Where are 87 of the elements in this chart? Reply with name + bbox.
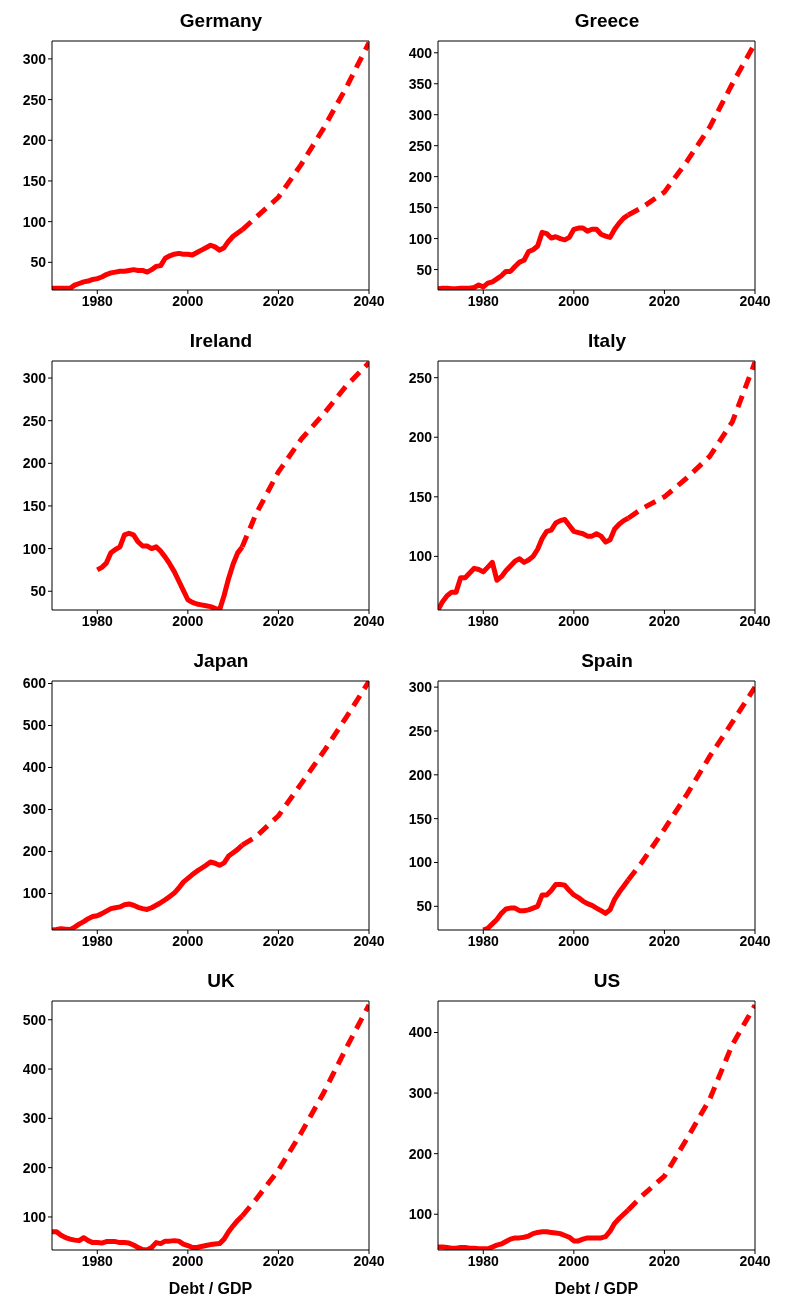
y-tick-label: 50 — [30, 583, 47, 600]
y-tick-label: 200 — [22, 1159, 47, 1176]
y-tick-label: 300 — [22, 50, 47, 67]
x-tick-label: 2020 — [648, 1252, 681, 1269]
y-tick-label: 150 — [408, 199, 433, 216]
x-tick-label: 2000 — [558, 1252, 590, 1269]
y-tick-label: 250 — [408, 369, 433, 386]
y-tick-label: 150 — [22, 172, 47, 189]
y-tick-label: 100 — [22, 540, 47, 557]
x-tick-label: 2040 — [353, 932, 385, 949]
x-tick-label: 1980 — [467, 612, 500, 629]
y-tick-label: 50 — [416, 898, 433, 915]
y-tick-label: 100 — [408, 230, 433, 247]
x-tick-label: 2000 — [558, 932, 590, 949]
y-tick-label: 50 — [416, 261, 433, 278]
x-tick-label: 2000 — [558, 292, 590, 309]
y-tick-label: 300 — [408, 679, 433, 696]
x-tick-label: 1980 — [467, 932, 500, 949]
x-tick-label: 2020 — [262, 932, 295, 949]
x-tick-label: 1980 — [81, 612, 114, 629]
chart-title: Spain — [580, 649, 634, 673]
x-tick-label: 1980 — [81, 932, 114, 949]
y-tick-label: 200 — [408, 429, 433, 446]
x-tick-label: 2000 — [558, 612, 590, 629]
y-tick-label: 200 — [22, 132, 47, 149]
chart-title: UK — [206, 969, 236, 993]
y-tick-label: 100 — [22, 213, 47, 230]
x-tick-label: 2040 — [739, 292, 771, 309]
y-tick-label: 200 — [22, 843, 47, 860]
y-tick-label: 150 — [22, 497, 47, 514]
y-tick-label: 400 — [408, 44, 433, 61]
chart-title: Italy — [587, 329, 627, 353]
x-tick-label: 2000 — [172, 1252, 204, 1269]
y-tick-label: 100 — [22, 1208, 47, 1225]
y-tick-label: 150 — [408, 810, 433, 827]
x-tick-label: 2020 — [648, 612, 681, 629]
y-tick-label: 250 — [22, 412, 47, 429]
x-tick-label: 2040 — [353, 1252, 385, 1269]
y-tick-label: 150 — [408, 488, 433, 505]
x-tick-label: 1980 — [81, 292, 114, 309]
y-tick-label: 400 — [22, 759, 47, 776]
y-tick-label: 300 — [22, 1110, 47, 1127]
x-tick-label: 2040 — [353, 612, 385, 629]
y-tick-label: 300 — [408, 1085, 433, 1102]
x-tick-label: 2020 — [262, 612, 295, 629]
y-tick-label: 350 — [408, 75, 433, 92]
x-tick-label: 2020 — [648, 292, 681, 309]
x-tick-label: 2040 — [353, 292, 385, 309]
x-tick-label: 2020 — [648, 932, 681, 949]
x-tick-label: 2040 — [739, 932, 771, 949]
y-tick-label: 400 — [408, 1024, 433, 1041]
y-tick-label: 300 — [22, 801, 47, 818]
x-tick-label: 2000 — [172, 932, 204, 949]
x-axis-title: Debt / GDP — [554, 1280, 639, 1297]
x-tick-label: 1980 — [467, 1252, 500, 1269]
y-tick-label: 200 — [408, 168, 433, 185]
chart-title: Ireland — [188, 329, 254, 353]
y-tick-label: 200 — [408, 766, 433, 783]
y-tick-label: 200 — [408, 1145, 433, 1162]
y-tick-label: 50 — [30, 254, 47, 271]
y-tick-label: 400 — [22, 1061, 47, 1078]
chart-title: Japan — [192, 649, 250, 673]
x-tick-label: 2020 — [262, 292, 295, 309]
x-tick-label: 2000 — [172, 292, 204, 309]
y-tick-label: 100 — [408, 854, 433, 871]
chart-title: Germany — [178, 9, 264, 33]
x-tick-label: 2040 — [739, 612, 771, 629]
chart-title: Greece — [573, 9, 641, 33]
chart-title: US — [592, 969, 622, 993]
y-tick-label: 100 — [408, 1206, 433, 1223]
y-tick-label: 500 — [22, 717, 47, 734]
x-tick-label: 2020 — [262, 1252, 295, 1269]
y-tick-label: 250 — [408, 722, 433, 739]
y-tick-label: 300 — [22, 370, 47, 387]
y-tick-label: 100 — [22, 885, 47, 902]
x-tick-label: 1980 — [467, 292, 500, 309]
y-tick-label: 250 — [408, 137, 433, 154]
y-tick-label: 200 — [22, 455, 47, 472]
x-tick-label: 2040 — [739, 1252, 771, 1269]
y-tick-label: 100 — [408, 548, 433, 565]
y-tick-label: 250 — [22, 91, 47, 108]
y-tick-label: 300 — [408, 106, 433, 123]
x-axis-title: Debt / GDP — [168, 1280, 253, 1297]
x-tick-label: 2000 — [172, 612, 204, 629]
x-tick-label: 1980 — [81, 1252, 114, 1269]
y-tick-label: 500 — [22, 1011, 47, 1028]
y-tick-label: 600 — [22, 675, 47, 692]
